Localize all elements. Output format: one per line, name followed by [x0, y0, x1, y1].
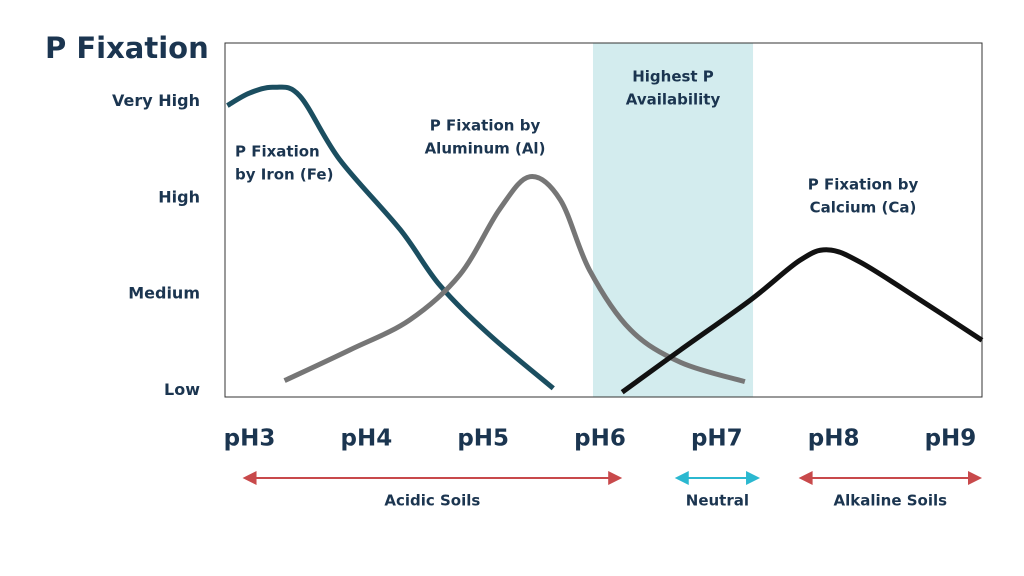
band-label: Highest P — [632, 68, 714, 86]
arrow-head — [798, 471, 813, 485]
arrow-head — [968, 471, 982, 485]
chart-title: P Fixation — [45, 31, 209, 65]
y-tick-label: High — [158, 187, 200, 206]
series-line — [226, 84, 555, 391]
series-label: P Fixation by — [808, 176, 919, 194]
x-tick-label: pH8 — [808, 426, 860, 452]
x-tick-label: pH4 — [340, 426, 392, 452]
series-label: P Fixation by — [430, 117, 541, 135]
series-line — [283, 174, 746, 385]
series-label: Aluminum (Al) — [425, 140, 546, 158]
series-label: by Iron (Fe) — [235, 166, 333, 184]
series-label: P Fixation — [235, 143, 320, 161]
series-label: Calcium (Ca) — [810, 199, 917, 217]
arrow-head — [608, 471, 623, 485]
arrow-head — [674, 471, 689, 485]
x-tick-label: pH5 — [457, 426, 509, 452]
x-tick-label: pH7 — [691, 426, 743, 452]
y-tick-label: Medium — [128, 284, 200, 303]
x-tick-label: pH6 — [574, 426, 626, 452]
y-tick-label: Low — [164, 380, 200, 399]
range-label: Acidic Soils — [384, 492, 480, 510]
band-label: Availability — [626, 91, 721, 109]
series-line — [620, 247, 984, 395]
arrow-head — [746, 471, 761, 485]
range-label: Alkaline Soils — [834, 492, 948, 510]
x-tick-label: pH9 — [925, 426, 977, 452]
plot-frame — [224, 42, 983, 398]
x-tick-label: pH3 — [224, 426, 276, 452]
y-tick-label: Very High — [112, 91, 200, 110]
highlight-band — [592, 43, 754, 397]
range-label: Neutral — [686, 492, 749, 510]
arrow-head — [242, 471, 257, 485]
